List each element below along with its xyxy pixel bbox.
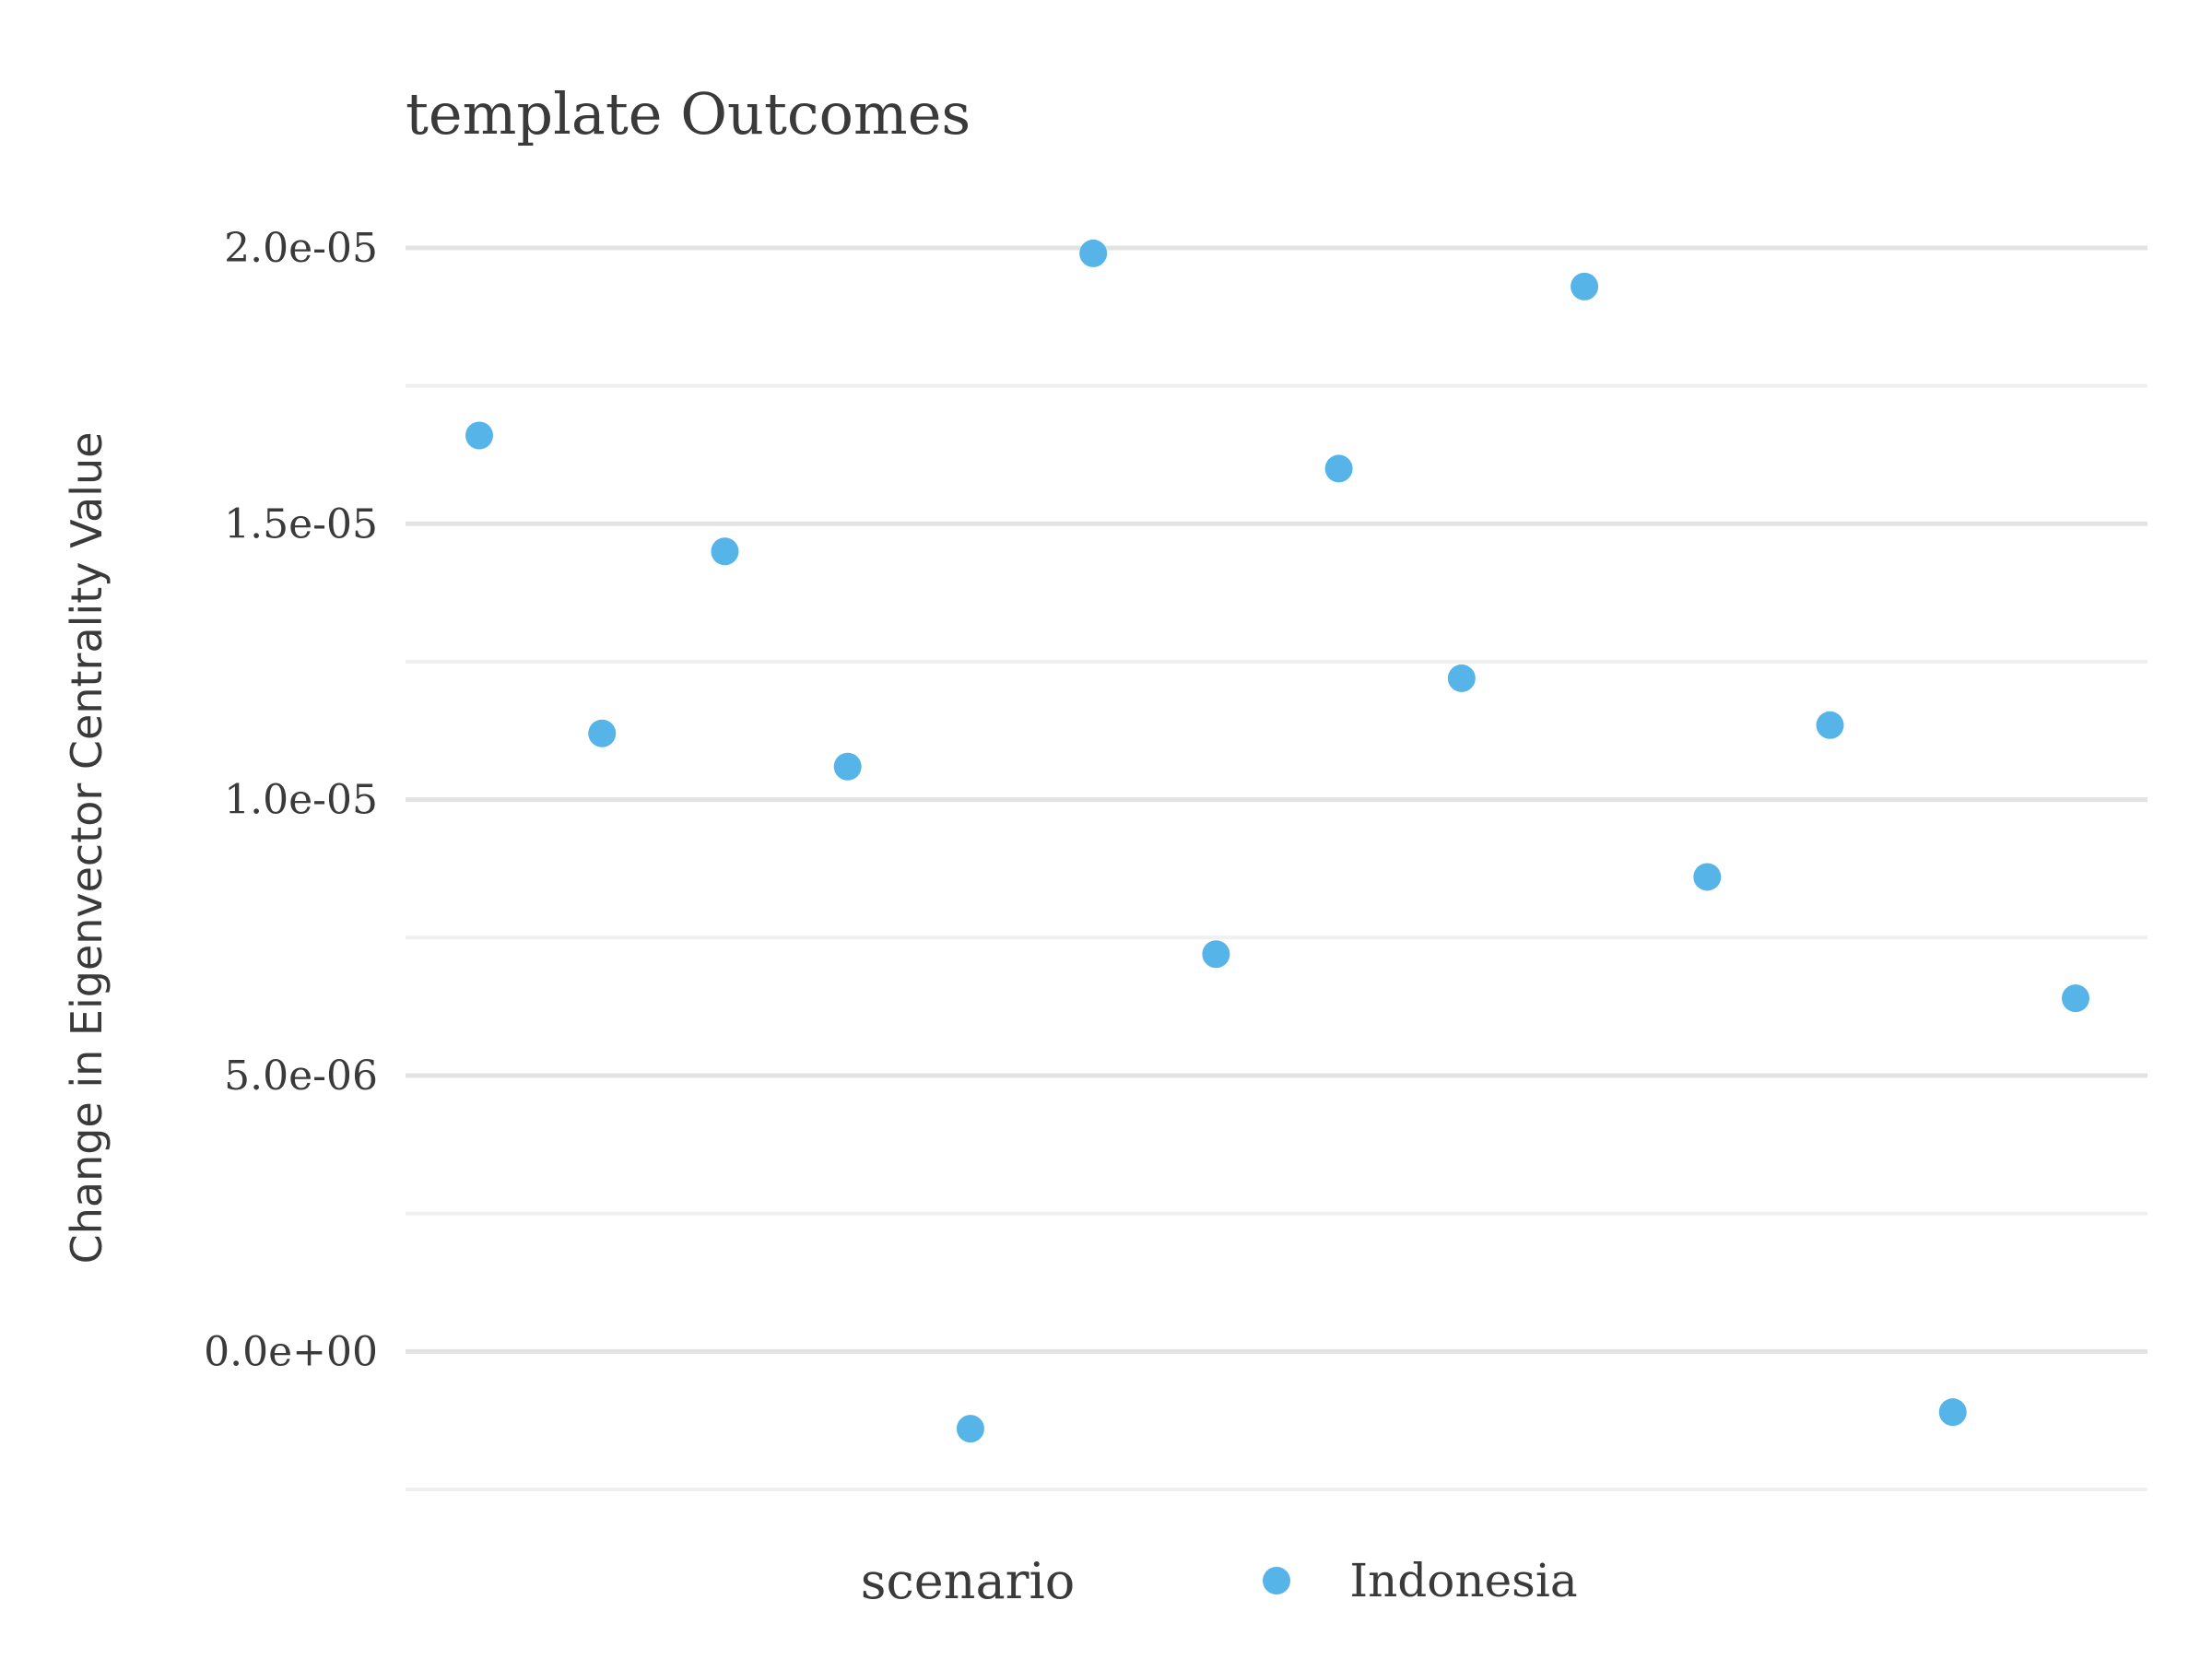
- data-point: [1447, 664, 1476, 692]
- data-point: [1816, 711, 1844, 739]
- legend: scenario Indonesia: [861, 1552, 1578, 1610]
- y-tick-label: 2.0e-05: [224, 225, 378, 272]
- y-tick-label: 1.0e-05: [224, 777, 378, 824]
- data-point: [1202, 940, 1230, 969]
- data-point: [1693, 863, 1722, 891]
- y-tick-label: 1.5e-05: [224, 500, 378, 547]
- legend-marker: [1263, 1567, 1290, 1594]
- y-axis-label: Change in Eigenvector Centrality Value: [62, 432, 112, 1265]
- data-point: [465, 421, 493, 450]
- data-point: [711, 537, 739, 566]
- data-point: [833, 752, 862, 781]
- data-point: [1571, 272, 1599, 300]
- data-point: [588, 719, 617, 747]
- gridlines: [406, 245, 2147, 1491]
- data-point: [1079, 239, 1108, 267]
- data-point: [1938, 1398, 1967, 1427]
- data-point: [2062, 984, 2089, 1013]
- y-tick-label: 5.0e-06: [224, 1053, 378, 1100]
- data-point: [1324, 454, 1353, 483]
- data-points: [465, 239, 2089, 1443]
- legend-title: scenario: [861, 1552, 1075, 1610]
- data-point: [956, 1415, 984, 1443]
- y-axis-ticks: 0.0e+00 5.0e-06 1.0e-05 1.5e-05 2.0e-05: [204, 225, 378, 1375]
- chart-title: template Outcomes: [406, 80, 971, 147]
- legend-label-indonesia: Indonesia: [1349, 1554, 1577, 1607]
- y-tick-label: 0.0e+00: [204, 1328, 378, 1375]
